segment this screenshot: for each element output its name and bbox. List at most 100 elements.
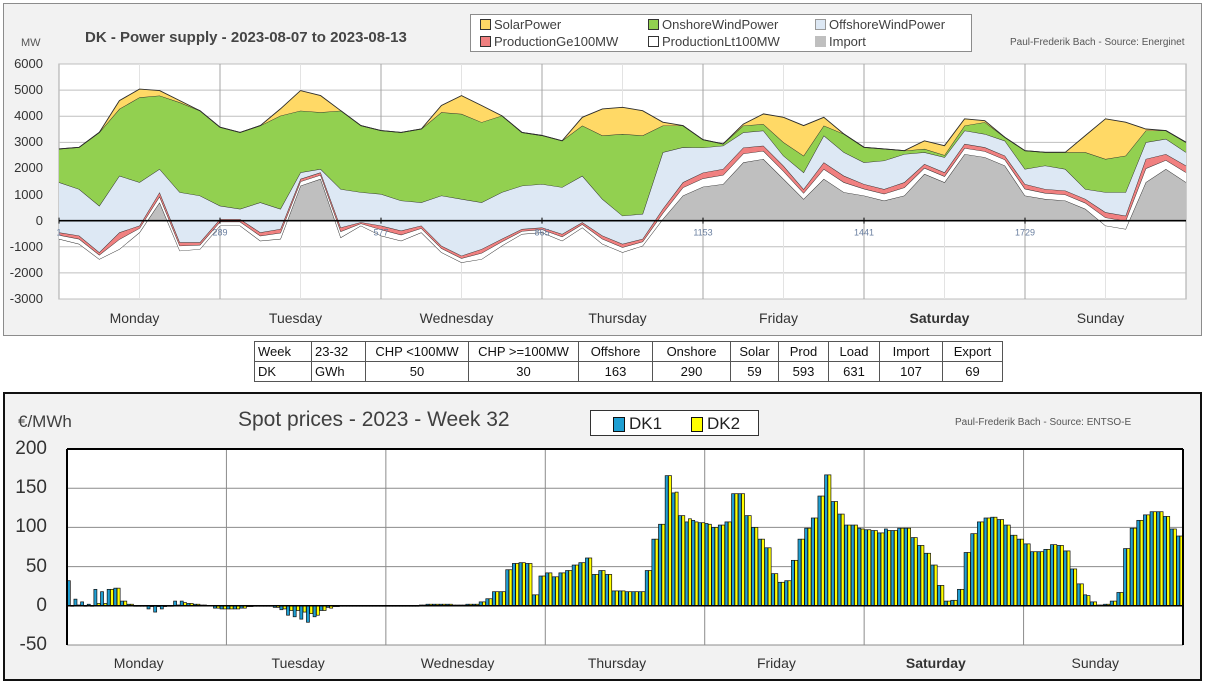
bar-DK1	[498, 591, 503, 607]
table-cell: Import	[879, 341, 943, 362]
bar-DK2	[515, 563, 520, 607]
bar-DK2	[854, 524, 858, 607]
summary-table: Week 23-32 CHP <100MW CHP >=100MW Offsho…	[254, 341, 1003, 382]
bar-DK2	[688, 518, 692, 607]
bar-DK1	[1123, 548, 1127, 607]
bar-DK1	[804, 527, 809, 607]
bar-DK1	[777, 581, 782, 607]
bar-DK1	[598, 570, 603, 607]
bar-DK1	[903, 527, 908, 607]
power-y-unit: MW	[21, 37, 41, 49]
bar-DK1	[658, 523, 662, 607]
legend-item-lt100: ProductionLt100MW	[648, 34, 780, 49]
legend-item-offshore: OffshoreWindPower	[815, 17, 945, 32]
bar-DK1	[864, 529, 868, 607]
bar-DK2	[521, 562, 526, 607]
bar-DK2	[309, 605, 314, 614]
bar-DK2	[634, 591, 639, 607]
bar-DK1	[525, 563, 530, 607]
bar-DK1	[1050, 544, 1054, 607]
bar-DK1	[917, 545, 921, 607]
bar-DK2	[847, 524, 852, 607]
bar-DK1	[538, 575, 543, 607]
table-cell: Week	[254, 341, 312, 362]
y-tick-label: 50	[25, 555, 47, 577]
bar-DK1	[512, 563, 516, 607]
bar-DK1	[1136, 519, 1141, 607]
bar-DK2	[1026, 543, 1031, 607]
bar-DK1	[518, 562, 523, 607]
bar-DK1	[545, 572, 549, 607]
bar-DK1	[724, 521, 729, 607]
bar-DK2	[940, 585, 945, 607]
import-swatch	[815, 36, 826, 47]
bar-DK2	[654, 538, 659, 607]
bar-DK1	[558, 572, 563, 607]
bar-DK2	[1133, 527, 1137, 607]
bar-DK2	[993, 516, 998, 607]
bar-DK1	[784, 580, 789, 607]
bar-DK2	[614, 590, 619, 607]
bar-DK2	[681, 515, 686, 607]
area-OffshoreWindPower	[59, 130, 1186, 256]
bar-DK2	[900, 527, 905, 607]
bar-DK1	[957, 588, 961, 607]
y-tick-label: 3000	[14, 134, 43, 150]
table-cell: CHP >=100MW	[468, 341, 579, 362]
day-label: Tuesday	[271, 655, 325, 671]
bar-DK2	[1166, 516, 1171, 607]
bar-DK2	[774, 573, 779, 607]
bar-DK2	[800, 538, 805, 607]
bar-DK1	[817, 495, 822, 607]
bar-DK1	[830, 501, 835, 607]
bar-DK1	[897, 527, 902, 607]
bar-DK2	[761, 538, 765, 607]
bar-DK1	[306, 605, 310, 623]
bar-DK2	[1040, 551, 1044, 607]
offshore-swatch	[815, 19, 826, 30]
bar-DK1	[1116, 592, 1121, 607]
onshore-swatch	[648, 19, 659, 30]
bar-DK2	[668, 475, 672, 607]
bar-DK2	[561, 572, 566, 607]
day-label: Sunday	[1076, 310, 1125, 326]
bar-DK2	[488, 598, 493, 607]
bar-DK2	[628, 591, 632, 607]
bar-DK2	[960, 588, 965, 607]
bar-DK1	[684, 521, 689, 607]
legend-item-dk1: DK1	[613, 414, 662, 434]
power-chart-title: DK - Power supply - 2023-08-07 to 2023-0…	[85, 29, 407, 46]
bar-DK1	[664, 475, 669, 607]
bar-DK1	[1163, 516, 1167, 607]
bar-DK2	[741, 493, 745, 607]
bar-DK2	[880, 532, 885, 607]
bar-DK1	[618, 590, 623, 607]
bar-DK2	[1033, 551, 1038, 607]
bar-DK2	[927, 552, 931, 607]
bar-DK2	[787, 580, 792, 607]
bar-DK1	[797, 538, 802, 607]
bar-DK1	[963, 552, 968, 607]
bar-DK1	[73, 598, 78, 607]
bar-DK1	[744, 515, 749, 607]
bar-DK1	[691, 519, 696, 607]
x-tick-label: 1	[56, 228, 61, 238]
y-tick-label: -3000	[9, 291, 43, 306]
bar-DK2	[568, 570, 573, 607]
power-supply-chart: 1 289 577 865 1153 1441 1729	[56, 63, 1187, 300]
line-SolarPower	[58, 88, 1187, 153]
bar-DK1	[711, 527, 716, 607]
bar-DK1	[1156, 511, 1161, 607]
y-tick-label: 100	[15, 516, 47, 538]
day-label: Thursday	[587, 655, 647, 671]
bar-DK2	[893, 530, 898, 607]
bar-DK2	[794, 559, 799, 607]
bar-DK2	[874, 530, 878, 607]
bar-DK1	[717, 524, 722, 607]
bar-DK1	[850, 524, 855, 607]
bar-DK2	[980, 521, 985, 607]
bar-DK2	[1073, 568, 1078, 607]
bar-DK1	[1070, 568, 1074, 607]
bar-DK2	[661, 523, 666, 607]
bar-DK2	[953, 599, 958, 607]
